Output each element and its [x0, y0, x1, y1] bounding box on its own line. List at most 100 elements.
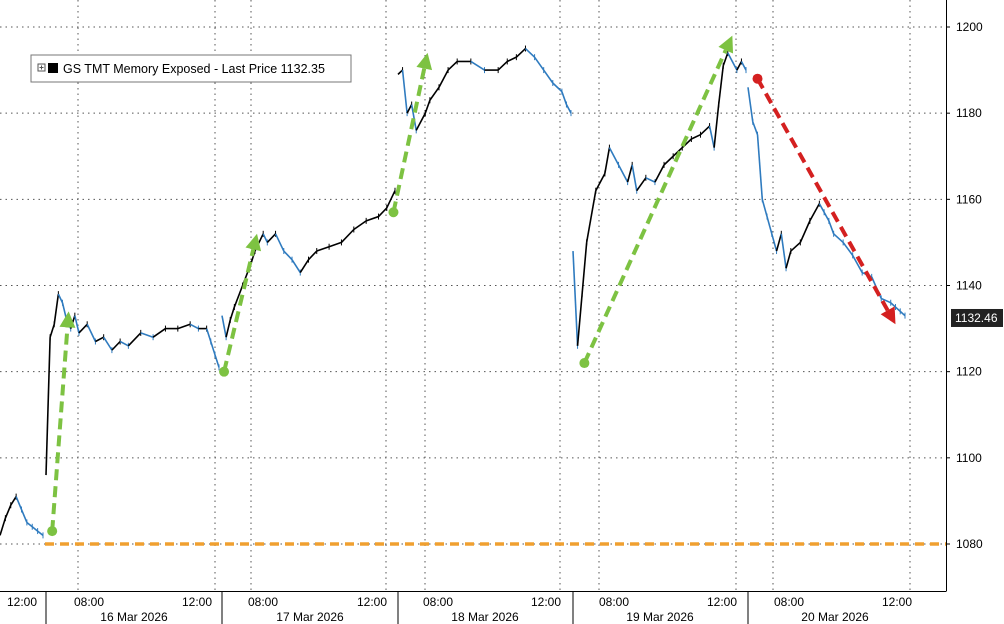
series-seg-5-5: [766, 216, 773, 235]
x-time-label-5: 08:00: [423, 595, 453, 609]
series-seg-1-11: [95, 336, 105, 343]
arrow-shaft-3: [582, 49, 728, 364]
series-seg-0-2: [4, 504, 12, 519]
series-seg-1-1: [45, 337, 51, 476]
series-seg-3-19: [552, 82, 563, 93]
x-time-label-0: 12:00: [7, 595, 37, 609]
legend-label: GS TMT Memory Exposed - Last Price 1132.…: [63, 62, 325, 76]
series-seg-3-9: [447, 60, 458, 71]
series-seg-5-16: [833, 233, 844, 244]
plot-background: [0, 0, 946, 591]
series-seg-2-4: [233, 285, 244, 308]
series-seg-5-24: [899, 310, 906, 317]
series-seg-1-9: [78, 323, 88, 334]
series-seg-4-4: [585, 190, 597, 243]
series-seg-5-1: [747, 87, 754, 122]
x-time-label-1: 08:00: [74, 595, 104, 609]
series-seg-2-16: [328, 241, 342, 248]
arrow-start-dot-3: [579, 358, 590, 369]
series-seg-1-16: [140, 332, 154, 338]
series-seg-0-4: [15, 496, 23, 510]
series-seg-3-21: [565, 104, 572, 114]
series-seg-2-10: [274, 233, 285, 252]
series-seg-3-7: [429, 86, 440, 101]
series-seg-2-8: [262, 233, 269, 243]
x-date-label-4: 20 Mar 2026: [801, 610, 869, 624]
series-seg-5-4: [761, 199, 768, 217]
series-seg-5-22: [890, 302, 897, 308]
series-seg-3-17: [533, 56, 545, 71]
series-seg-3-8: [438, 69, 449, 88]
series-seg-4-17: [691, 133, 701, 140]
arrow-head-2: [416, 52, 433, 71]
series-seg-3-18: [543, 69, 554, 84]
x-time-label-10: 12:00: [882, 595, 912, 609]
series-seg-1-3: [53, 294, 60, 325]
legend-swatch: [48, 63, 58, 73]
y-tick-label-6: 1080: [956, 537, 983, 551]
x-date-label-0: 16 Mar 2026: [100, 610, 168, 624]
legend: GS TMT Memory Exposed - Last Price 1132.…: [30, 54, 352, 83]
series-seg-1-19: [177, 323, 191, 330]
axes: [0, 0, 947, 624]
series-seg-5-13: [818, 203, 825, 213]
series-seg-1-20: [189, 323, 199, 330]
arrow-start-dot-2: [388, 207, 399, 218]
x-time-label-4: 12:00: [357, 595, 387, 609]
series-seg-0-6: [26, 521, 33, 528]
series-seg-3-1: [397, 69, 404, 75]
series-seg-5-17: [842, 241, 854, 256]
series-seg-2-14: [307, 250, 318, 261]
series-seg-1-15: [127, 332, 142, 347]
x-time-label-8: 12:00: [707, 595, 737, 609]
series-seg-1-2: [49, 324, 56, 338]
series-seg-5-15: [828, 220, 835, 235]
series-seg-1-4: [57, 293, 64, 304]
series-seg-1-13: [111, 340, 121, 351]
series-seg-4-25: [740, 61, 747, 71]
x-time-label-7: 08:00: [599, 595, 629, 609]
series-seg-2-19: [365, 215, 379, 222]
y-tick-label-1: 1180: [956, 106, 982, 120]
series-seg-4-24: [736, 61, 743, 71]
series-seg-4-8: [617, 164, 629, 183]
series-seg-3-11: [470, 60, 485, 71]
arrow-start-dot-1: [219, 366, 230, 377]
legend-box: [30, 54, 352, 83]
series-seg-4-5: [595, 173, 606, 192]
series-seg-3-5: [415, 112, 427, 131]
series-seg-2-9: [266, 233, 277, 243]
annotation-arrows: [47, 35, 896, 537]
series-seg-3-2: [401, 69, 408, 114]
x-date-label-3: 19 Mar 2026: [626, 610, 694, 624]
arrow-shaft-1: [222, 248, 256, 373]
arrow-start-dot-4: [752, 73, 763, 84]
series-seg-0-5: [20, 509, 28, 523]
series-seg-4-14: [663, 155, 674, 166]
x-date-label-1: 17 Mar 2026: [276, 610, 344, 624]
series-seg-1-10: [86, 323, 97, 342]
series-seg-5-3: [756, 134, 764, 200]
series-seg-4-11: [636, 177, 647, 192]
series-seg-2-2: [225, 319, 232, 338]
series-seg-5-11: [799, 220, 811, 243]
last-value-badge: 1132.46: [951, 308, 1003, 327]
series-seg-2-18: [353, 220, 367, 231]
series-seg-2-17: [340, 228, 355, 243]
series-seg-5-18: [851, 254, 863, 273]
last-value-badge-bg: [951, 308, 1003, 327]
arrow-head-4: [880, 306, 896, 325]
y-axis-labels: 1200 1180 1160 1140 1120 1100 1080: [946, 20, 983, 551]
series-seg-3-15: [515, 47, 527, 58]
x-axis-labels: 12:00 08:00 12:00 08:00 12:00 08:00 12:00 08:00…: [7, 595, 912, 624]
series-seg-4-2: [576, 294, 583, 346]
series-seg-2-13: [299, 259, 310, 274]
series-seg-4-22: [722, 52, 729, 67]
series-seg-4-7: [608, 147, 620, 166]
series-seg-3-4: [410, 104, 417, 131]
last-value-label: 1132.46: [955, 311, 998, 325]
arrow-shaft-0: [50, 327, 70, 532]
arrow-start-dot-0: [47, 526, 58, 537]
series-seg-4-12: [645, 177, 656, 183]
